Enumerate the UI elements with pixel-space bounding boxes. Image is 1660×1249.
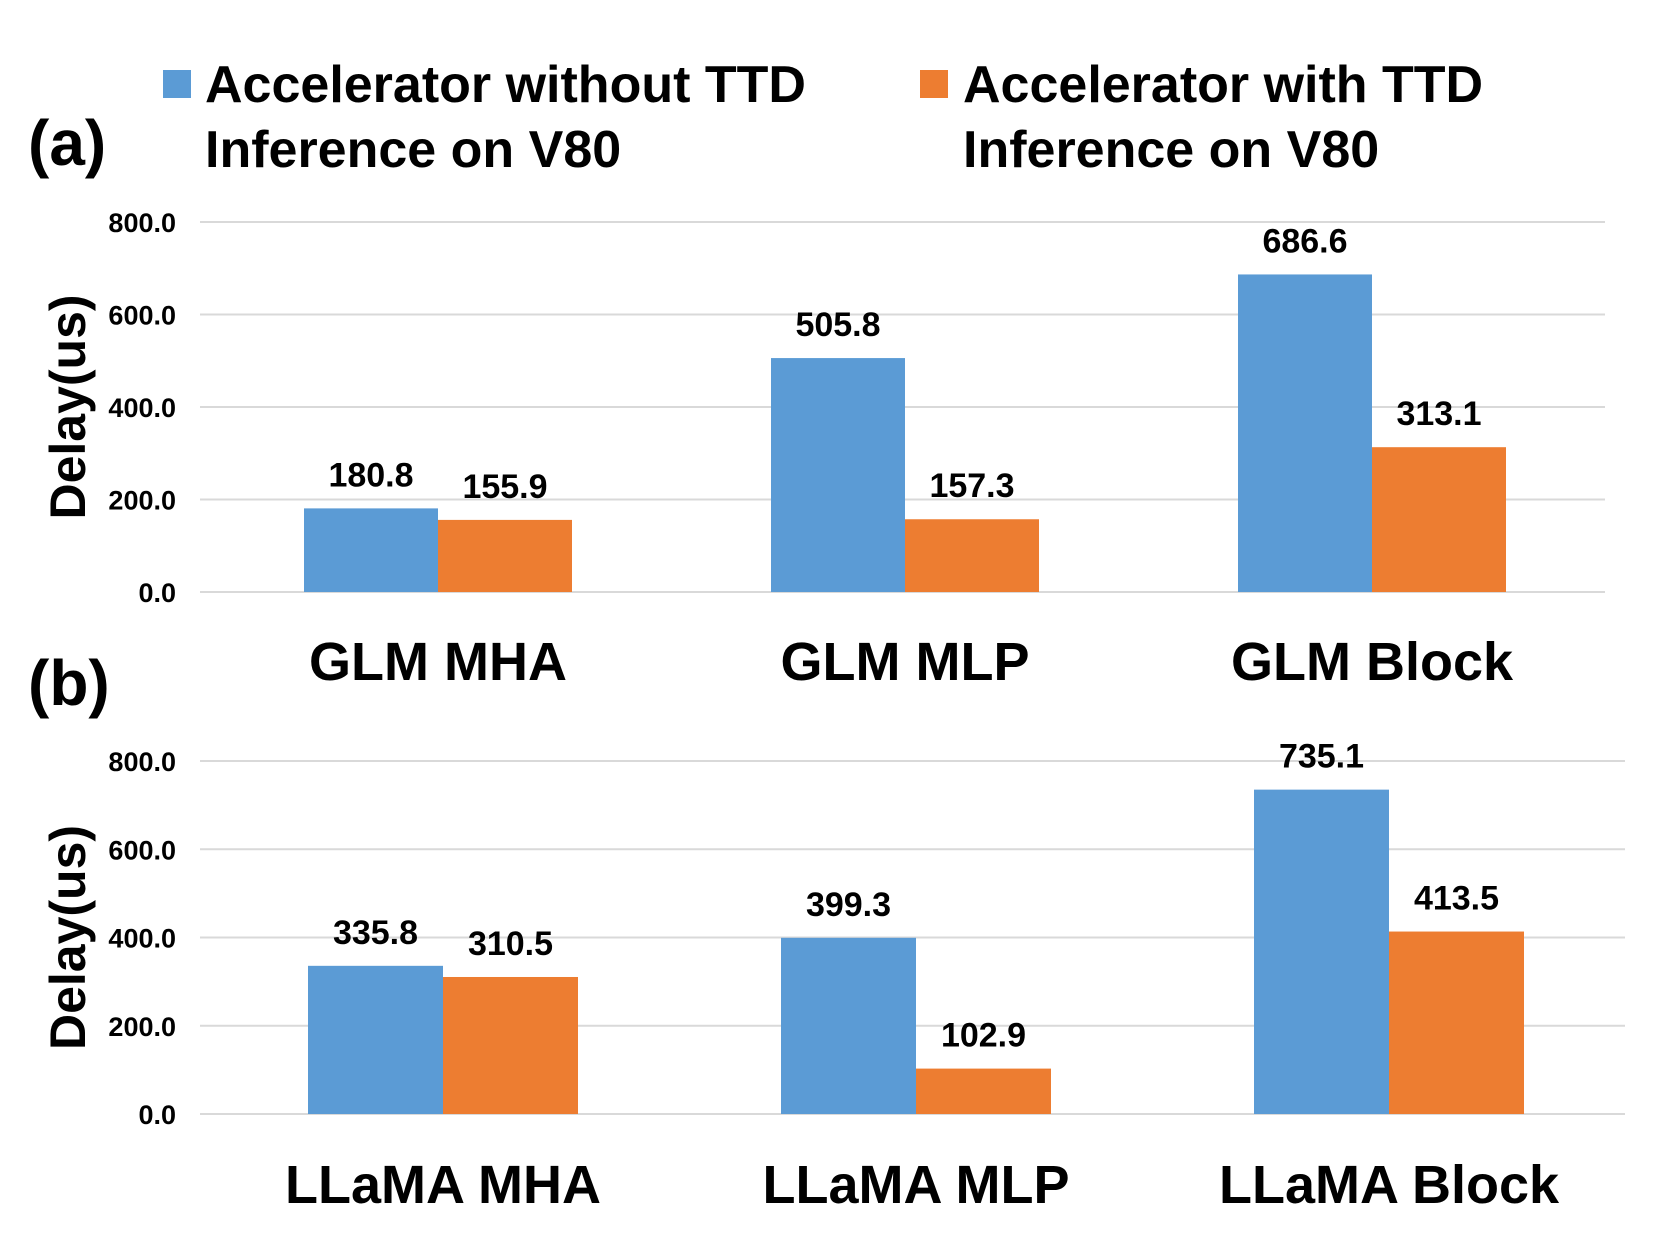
data-label: 157.3 xyxy=(929,467,1014,505)
data-label: 399.3 xyxy=(806,886,891,924)
legend-label-series-2-line-2: Inference on V80 xyxy=(963,121,1379,179)
bar-series-2 xyxy=(1389,931,1524,1114)
y-tick-label: 400.0 xyxy=(108,924,176,954)
legend: Accelerator without TTD Inference on V80… xyxy=(163,56,1483,179)
category-label: LLaMA MLP xyxy=(763,1155,1070,1215)
y-tick-label: 600.0 xyxy=(108,835,176,865)
y-axis-label: Delay(us) xyxy=(40,294,96,519)
category-label: LLaMA MHA xyxy=(285,1155,601,1215)
y-tick-label: 0.0 xyxy=(138,578,176,608)
bar-series-2 xyxy=(905,519,1039,592)
legend-label-series-1-line-1: Accelerator without TTD xyxy=(205,56,806,114)
bar-series-1 xyxy=(781,937,916,1114)
data-label: 155.9 xyxy=(462,468,547,506)
category-label: LLaMA Block xyxy=(1219,1155,1560,1215)
data-label: 180.8 xyxy=(328,456,413,494)
data-label: 686.6 xyxy=(1262,222,1347,260)
bar-series-1 xyxy=(1254,789,1389,1114)
y-tick-label: 200.0 xyxy=(108,1012,176,1042)
bar-series-1 xyxy=(308,965,443,1114)
y-tick-label: 800.0 xyxy=(108,747,176,777)
legend-label-series-1-line-2: Inference on V80 xyxy=(205,121,621,179)
y-tick-label: 0.0 xyxy=(138,1100,176,1130)
data-label: 505.8 xyxy=(795,306,880,344)
y-tick-label: 200.0 xyxy=(108,486,176,516)
legend-swatch-series-1 xyxy=(163,70,191,98)
y-tick-label: 600.0 xyxy=(108,301,176,331)
category-label: GLM Block xyxy=(1231,632,1514,692)
data-label: 335.8 xyxy=(333,914,418,952)
bar-series-2 xyxy=(1372,447,1506,592)
data-label: 102.9 xyxy=(941,1017,1026,1055)
bar-series-2 xyxy=(916,1068,1051,1114)
data-label: 313.1 xyxy=(1396,395,1481,433)
data-label: 310.5 xyxy=(468,925,553,963)
bar-series-2 xyxy=(443,976,578,1114)
panel-label: (a) xyxy=(28,107,106,179)
bar-series-1 xyxy=(771,358,905,592)
legend-swatch-series-2 xyxy=(920,70,948,98)
legend-label-series-2-line-1: Accelerator with TTD xyxy=(963,56,1483,114)
y-tick-label: 800.0 xyxy=(108,208,176,238)
bar-series-2 xyxy=(438,519,572,592)
y-axis-label: Delay(us) xyxy=(40,825,96,1050)
data-label: 413.5 xyxy=(1414,880,1499,918)
chart-panel-a: 0.0 200.0 400.0 600.0 800.0 Delay(us) (a) 180.8… xyxy=(28,107,1605,692)
category-label: GLM MHA xyxy=(309,632,567,692)
panel-label: (b) xyxy=(28,647,110,719)
data-label: 735.1 xyxy=(1279,738,1364,776)
bar-series-1 xyxy=(1238,274,1372,592)
bar-series-1 xyxy=(304,508,438,592)
category-label: GLM MLP xyxy=(781,632,1030,692)
y-tick-label: 400.0 xyxy=(108,393,176,423)
chart-panel-b: 0.0 200.0 400.0 600.0 800.0 Delay(us) (b) 335.8… xyxy=(28,647,1625,1215)
